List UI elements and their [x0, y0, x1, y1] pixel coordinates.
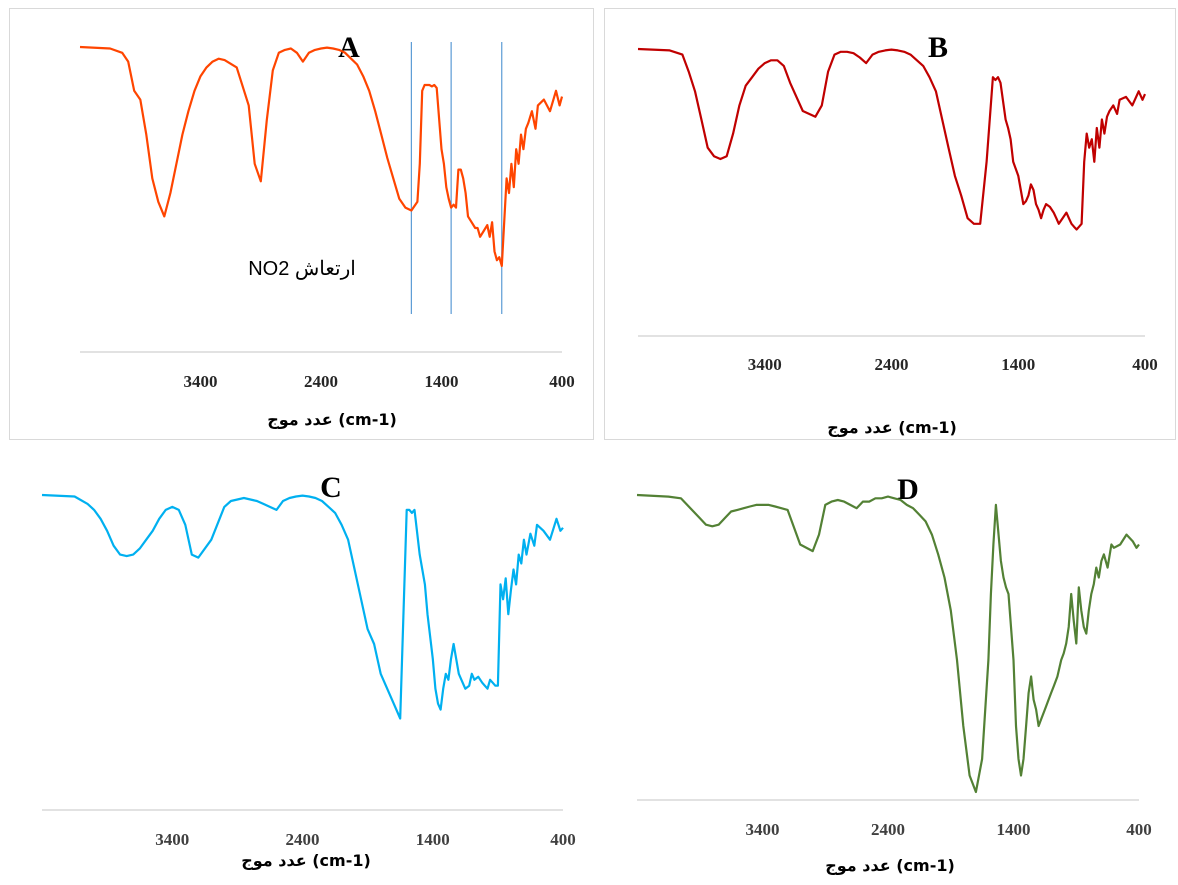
spectrum-line	[41, 493, 564, 720]
marker-lines	[410, 42, 503, 314]
spectrum-line	[637, 47, 1147, 231]
x-tick-labels: 3400 2400 1400 400	[184, 372, 575, 391]
chart-A: A 3400 2400 1400 400 (cm-1) عدد موج ارتعاش …	[79, 31, 575, 429]
x-tick-label: 2400	[304, 372, 338, 391]
x-tick-label: 1400	[425, 372, 459, 391]
x-tick-label: 2400	[875, 355, 909, 374]
chart-B: B 3400 2400 1400 400 (cm-1) عدد موج	[637, 31, 1158, 437]
chart-title: A	[338, 31, 360, 64]
panel-A: A 3400 2400 1400 400 (cm-1) عدد موج ارتعاش …	[9, 8, 594, 440]
x-tick-label: 400	[550, 830, 576, 849]
spectrum-line	[79, 45, 564, 268]
panel-C: C 3400 2400 1400 400 (cm-1) عدد موج	[9, 455, 594, 883]
x-tick-label: 1400	[997, 820, 1031, 839]
x-tick-label: 3400	[748, 355, 782, 374]
no2-annotation: ارتعاش NO2	[248, 258, 356, 280]
x-tick-label: 1400	[1001, 355, 1035, 374]
x-tick-label: 1400	[416, 830, 450, 849]
x-axis-title: (cm-1) عدد موج	[267, 410, 397, 429]
x-tick-label: 3400	[746, 820, 780, 839]
x-tick-label: 2400	[286, 830, 320, 849]
chart-title: C	[320, 471, 342, 504]
panel-B: B 3400 2400 1400 400 (cm-1) عدد موج	[604, 8, 1176, 440]
x-tick-label: 3400	[184, 372, 218, 391]
chart-C: C 3400 2400 1400 400 (cm-1) عدد موج	[41, 471, 576, 870]
x-tick-labels: 3400 2400 1400 400	[155, 830, 576, 849]
panel-D: D 3400 2400 1400 400 (cm-1) عدد موج	[604, 455, 1176, 883]
x-tick-label: 400	[549, 372, 575, 391]
chart-D: D 3400 2400 1400 400 (cm-1) عدد موج	[636, 473, 1152, 875]
x-tick-label: 400	[1126, 820, 1152, 839]
x-axis-title: (cm-1) عدد موج	[827, 418, 957, 437]
x-tick-labels: 3400 2400 1400 400	[746, 820, 1152, 839]
x-axis-title: (cm-1) عدد موج	[241, 851, 371, 870]
x-tick-label: 400	[1132, 355, 1158, 374]
x-tick-label: 2400	[871, 820, 905, 839]
x-axis-title: (cm-1) عدد موج	[825, 856, 955, 875]
chart-title: D	[897, 473, 919, 506]
spectrum-line	[636, 493, 1140, 794]
chart-title: B	[928, 31, 948, 64]
x-tick-label: 3400	[155, 830, 189, 849]
x-tick-labels: 3400 2400 1400 400	[748, 355, 1158, 374]
